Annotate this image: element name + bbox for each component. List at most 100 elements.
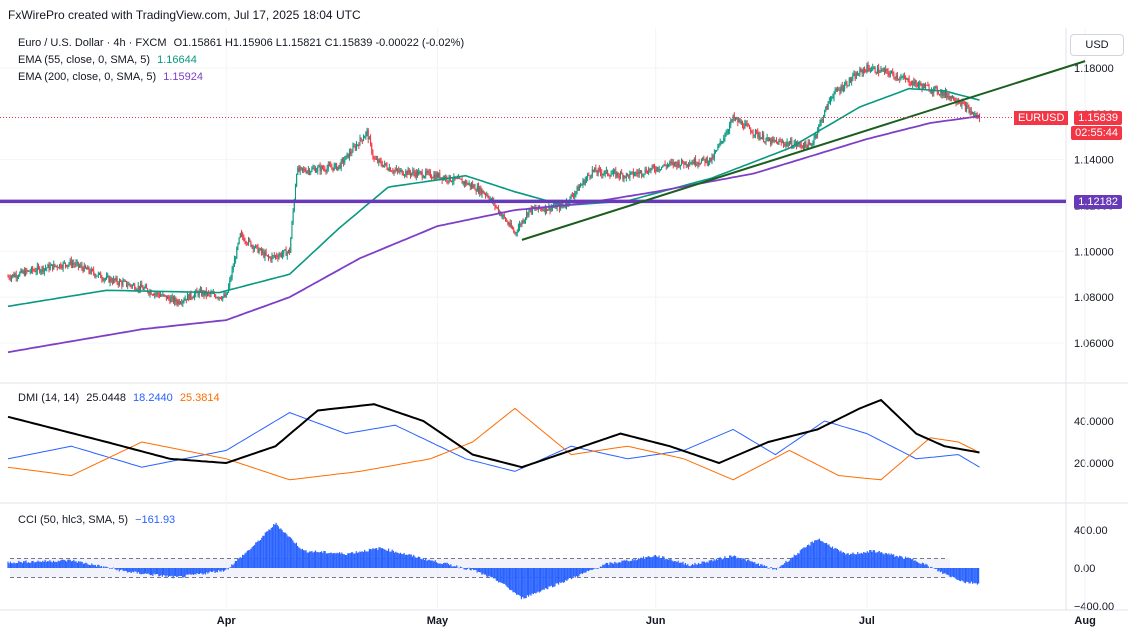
candle-body <box>914 80 916 86</box>
candle-body <box>425 171 427 177</box>
candle-body <box>876 67 878 74</box>
candle-body <box>236 247 238 259</box>
candle-body <box>691 162 693 164</box>
candle-body <box>898 78 900 80</box>
candle-body <box>30 267 32 272</box>
currency-button[interactable]: USD <box>1070 34 1124 56</box>
candle-body <box>503 214 505 218</box>
candle-body <box>287 249 289 253</box>
candle-body <box>846 82 848 86</box>
time-tick-label: May <box>427 615 449 627</box>
candle-body <box>479 187 481 193</box>
candle-body <box>752 132 754 135</box>
candle-body <box>361 139 363 141</box>
candle-body <box>43 268 45 272</box>
candle-body <box>881 69 883 71</box>
candle-body <box>130 285 132 287</box>
candle-body <box>488 197 490 200</box>
candle-body <box>11 276 13 279</box>
candle-body <box>20 270 22 273</box>
candle-body <box>814 134 816 139</box>
candle-body <box>566 201 568 207</box>
candle-body <box>709 157 711 163</box>
candle-body <box>657 167 659 170</box>
candle-body <box>280 253 282 257</box>
candle-body <box>646 172 648 174</box>
candle-body <box>313 168 315 170</box>
candle-body <box>406 171 408 175</box>
candle-body <box>882 69 884 71</box>
candle-body <box>209 292 211 295</box>
ema200-legend[interactable]: EMA (200, close, 0, SMA, 5) 1.15924 <box>18 71 207 83</box>
candle-body <box>379 159 381 162</box>
candle-body <box>879 72 881 74</box>
candle-body <box>318 166 320 168</box>
candle-body <box>908 78 910 84</box>
candle-body <box>768 139 770 141</box>
candle-body <box>973 112 975 116</box>
candle-body <box>490 198 492 200</box>
candle-body <box>390 167 392 172</box>
candle-body <box>621 172 623 175</box>
candle-body <box>265 252 267 256</box>
candle-body <box>233 259 235 267</box>
candle-body <box>550 207 552 211</box>
candle-body <box>469 183 471 187</box>
candle-body <box>862 69 864 74</box>
candle-body <box>359 137 361 146</box>
cci-value: −161.93 <box>135 514 176 526</box>
candle-body <box>825 106 827 111</box>
dmi-tick-label: 20.0000 <box>1074 458 1114 470</box>
candle-body <box>834 89 836 94</box>
candle-body <box>661 166 663 170</box>
candle-body <box>543 209 545 212</box>
candle-body <box>610 174 612 177</box>
candle-body <box>934 86 936 88</box>
candle-body <box>781 142 783 144</box>
candle-body <box>87 267 89 270</box>
candle-body <box>246 243 248 245</box>
candle-body <box>568 202 570 204</box>
candle-body <box>235 258 237 260</box>
candle-body <box>864 69 866 71</box>
candle-body <box>262 251 264 253</box>
candle-body <box>378 159 380 163</box>
candle-body <box>79 266 81 268</box>
ema55-legend[interactable]: EMA (55, close, 0, SMA, 5) 1.16644 <box>18 54 201 66</box>
cci-legend[interactable]: CCI (50, hlc3, SMA, 5) −161.93 <box>18 514 179 526</box>
candle-body <box>764 141 766 143</box>
candle-body <box>22 270 24 273</box>
candle-body <box>120 280 122 282</box>
candle-body <box>852 75 854 80</box>
candle-body <box>489 198 491 200</box>
candle-body <box>259 248 261 251</box>
symbol-title[interactable]: Euro / U.S. Dollar · 4h · FXCM <box>18 37 167 49</box>
candle-body <box>97 273 99 276</box>
candle-body <box>584 179 586 185</box>
candle-body <box>712 156 714 159</box>
candle-body <box>652 165 654 168</box>
candle-body <box>848 78 850 86</box>
candle-body <box>270 257 272 260</box>
candle-body <box>506 220 508 222</box>
candle-body <box>165 295 167 300</box>
candle-body <box>746 123 748 126</box>
candle-body <box>496 207 498 209</box>
candle-body <box>124 280 126 282</box>
candle-body <box>663 164 665 167</box>
candle-body <box>326 167 328 172</box>
candle-body <box>398 170 400 172</box>
candle-body <box>350 151 352 154</box>
candle-body <box>679 164 681 167</box>
ema55-value: 1.16644 <box>157 54 197 66</box>
candle-body <box>693 158 695 164</box>
candle-body <box>676 163 678 167</box>
candle-body <box>598 168 600 170</box>
dmi-legend[interactable]: DMI (14, 14) 25.0448 18.2440 25.3814 <box>18 392 224 404</box>
candle-body <box>413 171 415 174</box>
candle-body <box>595 168 597 173</box>
candle-body <box>486 194 488 196</box>
candle-body <box>431 177 433 179</box>
candle-body <box>7 276 9 278</box>
